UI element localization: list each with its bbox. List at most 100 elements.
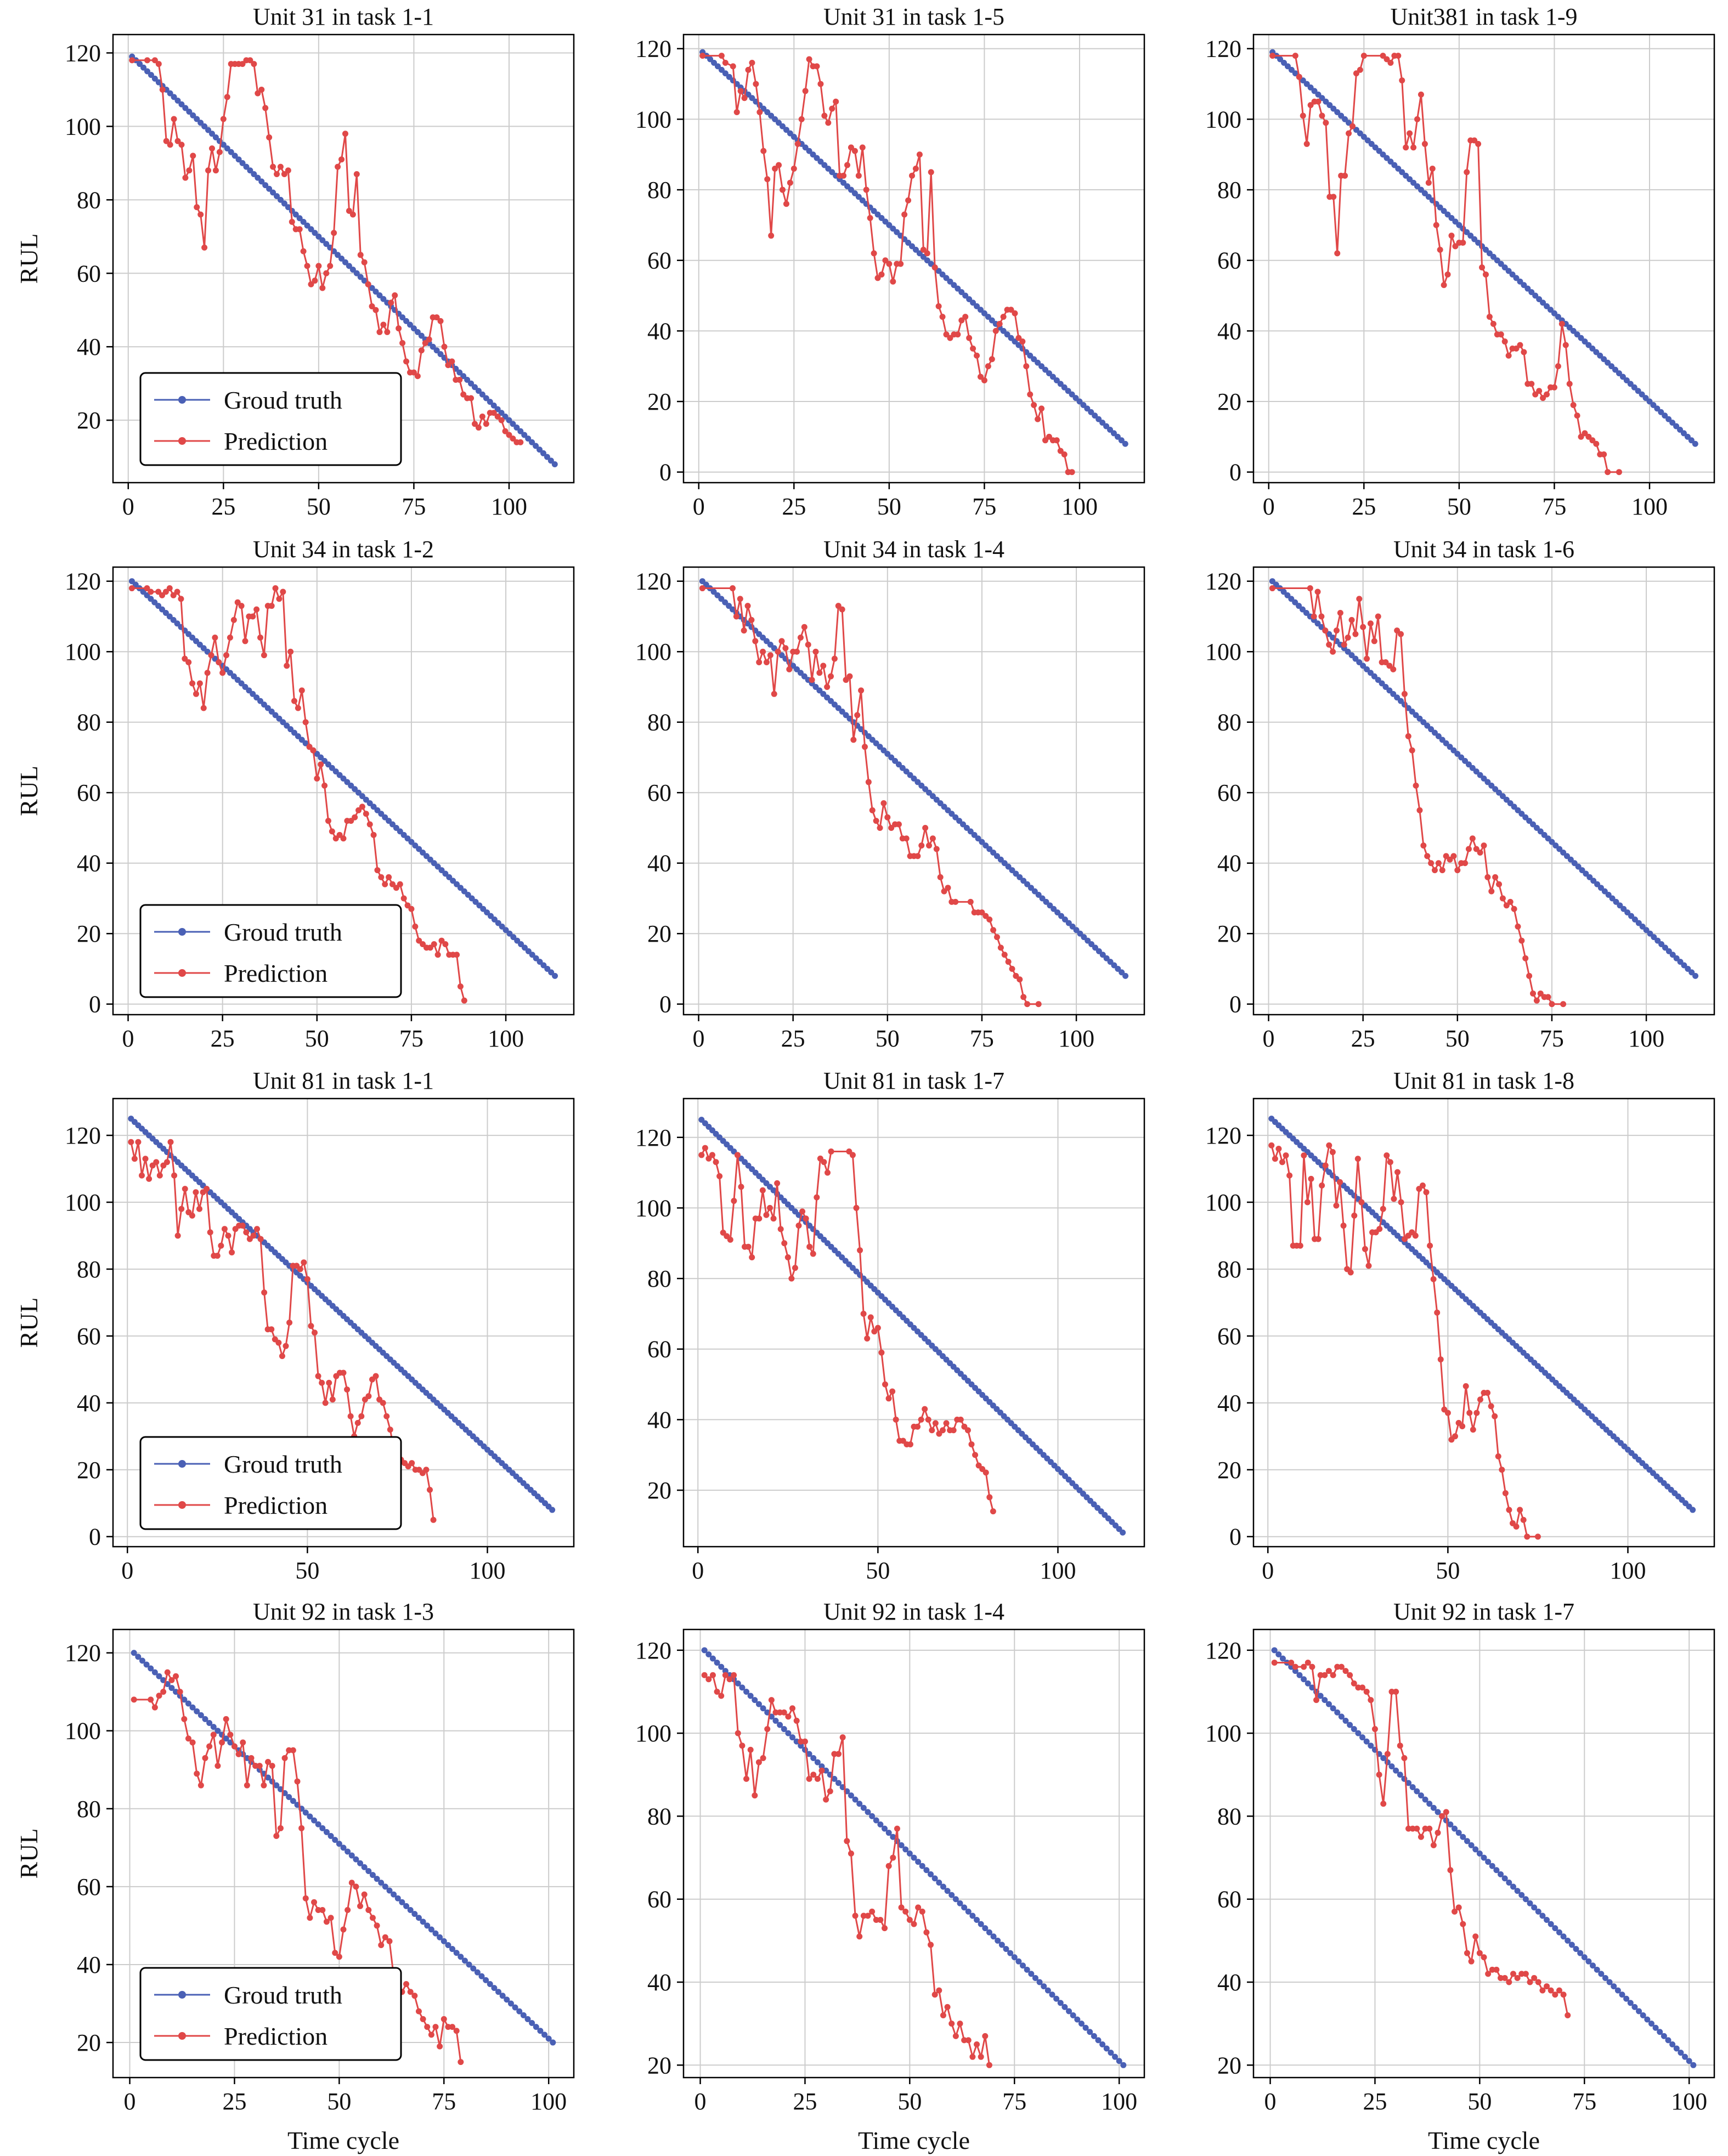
prediction-point bbox=[159, 86, 166, 93]
ground-truth-point bbox=[747, 1693, 754, 1699]
ground-truth-point bbox=[763, 638, 770, 644]
prediction-point bbox=[731, 1198, 737, 1204]
prediction-point bbox=[338, 156, 345, 163]
prediction-point bbox=[798, 1738, 804, 1745]
ground-truth-point bbox=[394, 1895, 401, 1902]
ground-truth-point bbox=[190, 112, 196, 118]
prediction-point bbox=[223, 1716, 229, 1722]
prediction-point bbox=[336, 1954, 342, 1960]
ground-truth-point bbox=[1036, 1979, 1043, 1985]
ground-truth-point bbox=[186, 109, 193, 115]
ground-truth-point bbox=[1447, 1821, 1454, 1828]
ground-truth-point bbox=[386, 818, 392, 824]
ground-truth-point bbox=[1560, 1933, 1567, 1940]
prediction-point bbox=[1330, 648, 1336, 655]
ground-truth-point bbox=[1619, 1991, 1625, 1998]
prediction-point bbox=[457, 983, 464, 990]
ground-truth-point bbox=[929, 793, 936, 800]
prediction-point bbox=[1409, 1825, 1416, 1832]
prediction-point bbox=[1462, 860, 1469, 867]
ground-truth-point bbox=[1692, 972, 1699, 979]
ground-truth-point bbox=[1605, 892, 1612, 898]
ground-truth-point bbox=[1103, 955, 1110, 961]
ground-truth-point bbox=[174, 98, 181, 104]
prediction-point bbox=[906, 1917, 913, 1923]
prediction-point bbox=[734, 1152, 741, 1158]
prediction-point bbox=[420, 941, 426, 947]
prediction-point bbox=[227, 1731, 234, 1738]
ground-truth-point bbox=[340, 1844, 347, 1851]
ground-truth-point bbox=[403, 1903, 410, 1909]
ground-truth-point bbox=[533, 955, 539, 961]
y-tick-label: 20 bbox=[77, 407, 101, 434]
ground-truth-point bbox=[1473, 768, 1479, 775]
ground-truth-point bbox=[1578, 335, 1584, 341]
ground-truth-point bbox=[1627, 2000, 1634, 2006]
ground-truth-point bbox=[276, 715, 283, 722]
prediction-point bbox=[277, 163, 284, 170]
prediction-point bbox=[1528, 381, 1535, 387]
prediction-point bbox=[936, 1987, 942, 1994]
prediction-point bbox=[208, 652, 214, 659]
ground-truth-point bbox=[1269, 578, 1275, 585]
prediction-point bbox=[1448, 233, 1455, 239]
ground-truth-point bbox=[370, 803, 377, 810]
ground-truth-point bbox=[1076, 398, 1083, 405]
prediction-point bbox=[262, 105, 269, 111]
ground-truth-point bbox=[993, 853, 1000, 859]
prediction-point bbox=[763, 1212, 770, 1218]
ground-truth-point bbox=[1471, 236, 1478, 242]
prediction-point bbox=[1444, 1410, 1451, 1416]
prediction-point bbox=[1424, 853, 1431, 859]
ground-truth-point bbox=[944, 1888, 951, 1894]
ground-truth-point bbox=[1597, 352, 1603, 359]
ground-truth-point bbox=[970, 299, 976, 306]
prediction-point bbox=[1414, 116, 1421, 122]
prediction-point bbox=[416, 937, 422, 944]
ground-truth-point bbox=[943, 275, 950, 281]
prediction-point bbox=[1308, 1175, 1314, 1182]
prediction-point bbox=[1326, 1142, 1332, 1148]
prediction-point bbox=[903, 835, 910, 842]
ground-truth-point bbox=[1353, 127, 1359, 133]
ground-truth-point bbox=[223, 1735, 229, 1742]
ground-truth-point bbox=[1011, 1954, 1018, 1961]
ground-truth-point bbox=[1628, 913, 1635, 919]
ground-truth-point bbox=[818, 1763, 825, 1770]
ground-truth-point bbox=[760, 1705, 766, 1712]
prediction-point bbox=[1443, 853, 1449, 859]
prediction-point bbox=[777, 1709, 783, 1716]
ground-truth-point bbox=[302, 1809, 309, 1816]
ground-truth-point bbox=[357, 274, 364, 280]
ground-truth-point bbox=[1636, 2008, 1642, 2014]
ground-truth-point bbox=[772, 116, 778, 122]
prediction-point bbox=[1437, 246, 1443, 253]
ground-truth-point bbox=[1039, 895, 1046, 902]
prediction-point bbox=[221, 1226, 228, 1232]
ground-truth-point bbox=[1046, 370, 1052, 377]
ground-truth-point bbox=[1581, 1954, 1588, 1961]
prediction-point bbox=[788, 1275, 795, 1282]
ground-truth-point bbox=[1568, 1942, 1575, 1948]
prediction-point bbox=[1360, 53, 1367, 59]
prediction-point bbox=[1517, 1507, 1523, 1513]
ground-truth-point bbox=[488, 913, 494, 919]
prediction-point bbox=[1505, 352, 1512, 359]
prediction-point bbox=[1364, 655, 1370, 662]
prediction-point bbox=[142, 1156, 149, 1162]
ground-truth-point bbox=[1108, 2050, 1114, 2056]
subplot-title: Unit 34 in task 1-2 bbox=[253, 536, 434, 563]
ground-truth-point bbox=[1658, 941, 1665, 947]
ground-truth-point bbox=[502, 413, 509, 420]
prediction-point bbox=[829, 105, 835, 112]
prediction-point bbox=[178, 596, 184, 602]
ground-truth-point bbox=[1544, 1917, 1550, 1923]
ground-truth-point bbox=[945, 807, 951, 813]
prediction-point bbox=[1507, 898, 1514, 905]
prediction-point bbox=[1560, 1991, 1567, 1998]
prediction-point bbox=[182, 1186, 188, 1192]
prediction-point bbox=[400, 895, 407, 902]
legend-entry-ground-truth: Groud truth bbox=[154, 1981, 342, 2009]
prediction-point bbox=[1493, 1966, 1500, 1973]
